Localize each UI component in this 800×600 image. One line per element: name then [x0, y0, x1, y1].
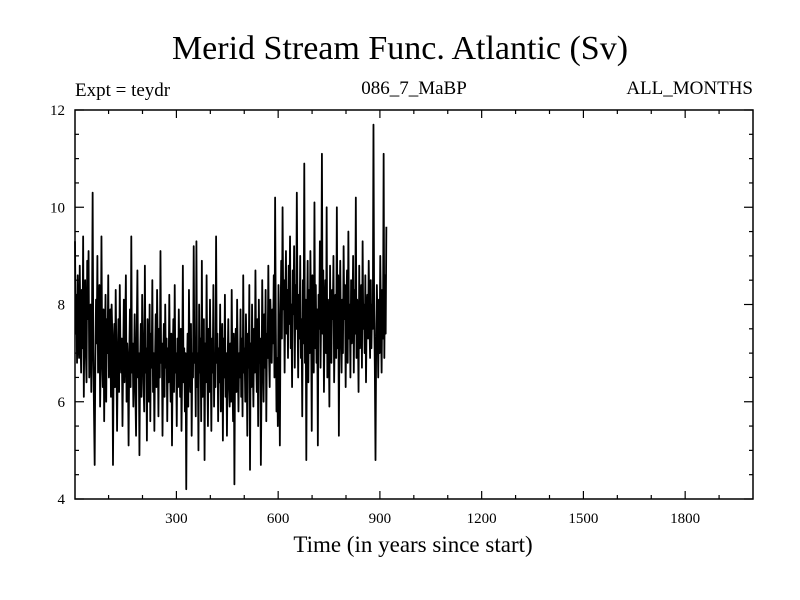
x-tick-label: 1500: [568, 511, 598, 527]
axis-ticks: [75, 109, 753, 500]
x-tick-label: 1800: [670, 511, 700, 527]
chart-title: Merid Stream Func. Atlantic (Sv): [171, 30, 629, 67]
subtitle-center: 086_7_MaBP: [361, 78, 467, 99]
tick-labels: 300 600 900 1200 1500 1800 4 6 8 10 12: [50, 103, 700, 527]
x-tick-label: 600: [267, 511, 290, 527]
y-tick-label: 6: [58, 395, 66, 411]
plot-frame: [74, 109, 754, 500]
subtitle-right: ALL_MONTHS: [626, 78, 753, 99]
y-tick-label: 8: [58, 298, 66, 314]
subtitle-left: Expt = teydr: [75, 80, 171, 101]
y-tick-label: 4: [58, 492, 66, 508]
y-tick-label: 12: [50, 103, 65, 119]
x-tick-label: 1200: [467, 511, 497, 527]
y-tick-label: 10: [50, 200, 65, 216]
x-tick-label: 300: [165, 511, 188, 527]
x-tick-label: 900: [369, 511, 392, 527]
data-series-line: [74, 123, 388, 491]
x-axis-label: Time (in years since start): [293, 532, 533, 557]
